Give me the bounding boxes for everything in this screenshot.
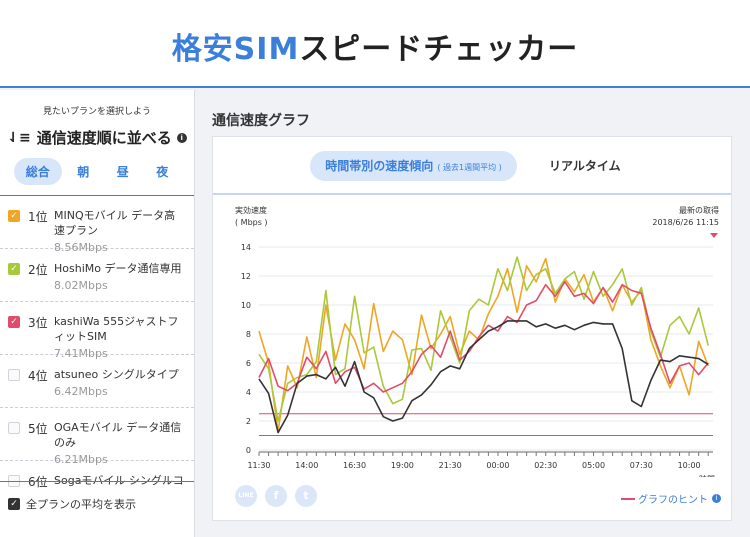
show-average-toggle[interactable]: ✓ 全プランの平均を表示 bbox=[0, 481, 194, 537]
info-icon: i bbox=[712, 494, 721, 503]
plan-name: HoshiMo データ通信専用 bbox=[54, 262, 182, 275]
show-average-label: 全プランの平均を表示 bbox=[26, 498, 136, 511]
plan-checkbox[interactable]: ✓ bbox=[8, 210, 20, 222]
plan-sidebar: 見たいプランを選択しよう ⇃≡ 通信速度順に並べる i 総合 朝 昼 夜 ✓ 1位… bbox=[0, 90, 195, 537]
series-line-0 bbox=[258, 257, 709, 432]
x-tick-label: 19:00 bbox=[391, 461, 414, 470]
hint-label: グラフのヒント bbox=[638, 495, 708, 506]
graph-hint-link[interactable]: グラフのヒント i bbox=[621, 491, 721, 506]
y-tick-label: 4 bbox=[246, 388, 251, 397]
select-plan-label: 見たいプランを選択しよう bbox=[42, 107, 151, 117]
y-axis-unit: ( Mbps ) bbox=[235, 218, 268, 227]
y-tick-label: 8 bbox=[246, 330, 251, 339]
plan-item[interactable]: 5位 OGAモバイル データ通信のみ 6.21Mbps bbox=[0, 408, 194, 466]
plan-item[interactable]: 6位 Sogaモバイル シングルコ bbox=[0, 461, 194, 497]
x-axis-label: 時間 bbox=[699, 475, 715, 477]
tab-time-trend-label: 時間帯別の速度傾向 bbox=[325, 159, 434, 173]
logo-suffix: スピードチェッカー bbox=[299, 32, 579, 67]
plan-rank: 6位 bbox=[28, 475, 48, 489]
tab-realtime[interactable]: リアルタイム bbox=[549, 159, 621, 173]
x-tick-label: 14:00 bbox=[295, 461, 318, 470]
update-label: 最新の取得 bbox=[679, 205, 719, 215]
app-header: 格安SIMスピードチェッカー bbox=[0, 0, 750, 88]
plan-rank: 2位 bbox=[28, 263, 48, 277]
plan-item[interactable]: ✓ 3位 kashiWa 555ジャストフィットSIM 7.41Mbps bbox=[0, 302, 194, 360]
plan-name: MINQモバイル データ高速プラン bbox=[54, 209, 176, 237]
sort-icon: ⇃≡ bbox=[7, 129, 31, 146]
speed-line-chart: 実効速度 ( Mbps ) 最新の取得 2018/6/26 11:15 0 2 4 6 8 10 1… bbox=[235, 205, 719, 477]
plan-list: ✓ 1位 MINQモバイル データ高速プラン 8.56Mbps ✓ 2位 HoshiMo デ… bbox=[0, 196, 194, 497]
info-icon[interactable]: i bbox=[176, 132, 187, 143]
plan-speed: 8.56Mbps bbox=[54, 241, 108, 254]
plan-checkbox[interactable] bbox=[8, 369, 20, 381]
y-tick-label: 12 bbox=[241, 272, 251, 281]
time-tab-noon[interactable]: 昼 bbox=[116, 165, 129, 179]
time-tab-morning[interactable]: 朝 bbox=[77, 165, 90, 179]
y-axis-label: 実効速度 bbox=[235, 205, 267, 215]
y-tick-label: 6 bbox=[246, 359, 251, 368]
plan-name: atsuneo シングルタイプ bbox=[54, 368, 179, 381]
plan-item[interactable]: ✓ 2位 HoshiMo データ通信専用 8.02Mbps bbox=[0, 249, 194, 302]
main-panel: 通信速度グラフ 時間帯別の速度傾向 ( 過去1週間平均 ) リアルタイム 実効速… bbox=[196, 90, 750, 537]
plan-speed: 6.21Mbps bbox=[54, 453, 108, 466]
plan-speed: 7.41Mbps bbox=[54, 347, 108, 360]
plan-speed: 8.02Mbps bbox=[54, 279, 108, 292]
series-line-3 bbox=[258, 320, 709, 434]
hint-legend-line bbox=[621, 497, 635, 500]
divider bbox=[0, 195, 194, 196]
x-tick-label: 21:30 bbox=[439, 461, 462, 470]
plan-rank: 5位 bbox=[28, 422, 48, 436]
facebook-share-icon[interactable]: f bbox=[265, 485, 287, 507]
x-tick-label: 16:30 bbox=[343, 461, 366, 470]
x-tick-label: 00:00 bbox=[486, 461, 509, 470]
time-tab-night[interactable]: 夜 bbox=[156, 165, 169, 179]
sort-label: 通信速度順に並べる bbox=[36, 129, 172, 147]
plan-info: kashiWa 555ジャストフィットSIM 7.41Mbps bbox=[54, 314, 186, 360]
plan-info: Sogaモバイル シングルコ bbox=[54, 473, 184, 497]
y-tick-label: 10 bbox=[241, 301, 251, 310]
x-tick-label: 10:00 bbox=[678, 461, 701, 470]
plan-speed: 6.42Mbps bbox=[54, 385, 108, 398]
y-tick-label: 14 bbox=[241, 243, 251, 252]
time-tab-overall[interactable]: 総合 bbox=[13, 158, 62, 185]
y-tick-label: 2 bbox=[246, 417, 251, 426]
tab-time-trend[interactable]: 時間帯別の速度傾向 ( 過去1週間平均 ) bbox=[310, 151, 517, 181]
share-buttons: LINE f t bbox=[235, 485, 325, 507]
update-marker-icon bbox=[710, 233, 718, 238]
plan-name: OGAモバイル データ通信のみ bbox=[54, 421, 182, 449]
plan-checkbox[interactable]: ✓ bbox=[8, 263, 20, 275]
series-line-1 bbox=[258, 256, 709, 422]
plan-checkbox[interactable] bbox=[8, 422, 20, 434]
plan-checkbox[interactable]: ✓ bbox=[8, 316, 20, 328]
graph-tabs: 時間帯別の速度傾向 ( 過去1週間平均 ) リアルタイム bbox=[213, 137, 731, 195]
x-tick-label: 07:30 bbox=[630, 461, 653, 470]
y-tick-label: 0 bbox=[246, 446, 251, 455]
plan-info: OGAモバイル データ通信のみ 6.21Mbps bbox=[54, 420, 186, 466]
plan-item[interactable]: 4位 atsuneo シングルタイプ 6.42Mbps bbox=[0, 355, 194, 408]
update-time: 2018/6/26 11:15 bbox=[652, 218, 719, 227]
x-tick-label: 05:00 bbox=[582, 461, 605, 470]
plan-rank: 1位 bbox=[28, 210, 48, 224]
plan-info: HoshiMo データ通信専用 8.02Mbps bbox=[54, 261, 181, 295]
plan-item[interactable]: ✓ 1位 MINQモバイル データ高速プラン 8.56Mbps bbox=[0, 196, 194, 254]
plan-info: MINQモバイル データ高速プラン 8.56Mbps bbox=[54, 208, 186, 254]
plan-name: kashiWa 555ジャストフィットSIM bbox=[54, 315, 179, 343]
page-title: 通信速度グラフ bbox=[212, 113, 310, 129]
logo-prefix: 格安SIM bbox=[171, 32, 300, 67]
x-tick-label: 02:30 bbox=[534, 461, 557, 470]
plan-rank: 4位 bbox=[28, 369, 48, 383]
time-filter-tabs: 総合 朝 昼 夜 bbox=[12, 158, 182, 185]
site-logo[interactable]: 格安SIMスピードチェッカー bbox=[0, 24, 750, 68]
plan-info: atsuneo シングルタイプ 6.42Mbps bbox=[54, 367, 179, 401]
checkbox-icon[interactable]: ✓ bbox=[8, 498, 20, 510]
line-share-icon[interactable]: LINE bbox=[235, 485, 257, 507]
graph-card: 時間帯別の速度傾向 ( 過去1週間平均 ) リアルタイム 実効速度 ( Mbps … bbox=[212, 136, 732, 521]
plan-name: Sogaモバイル シングルコ bbox=[54, 474, 184, 487]
tab-time-trend-sub: ( 過去1週間平均 ) bbox=[437, 163, 502, 172]
series-line-2 bbox=[258, 281, 709, 393]
x-tick-label: 11:30 bbox=[247, 461, 270, 470]
plan-rank: 3位 bbox=[28, 316, 48, 330]
sort-by-speed-toggle[interactable]: ⇃≡ 通信速度順に並べる i bbox=[0, 127, 194, 148]
twitter-share-icon[interactable]: t bbox=[295, 485, 317, 507]
